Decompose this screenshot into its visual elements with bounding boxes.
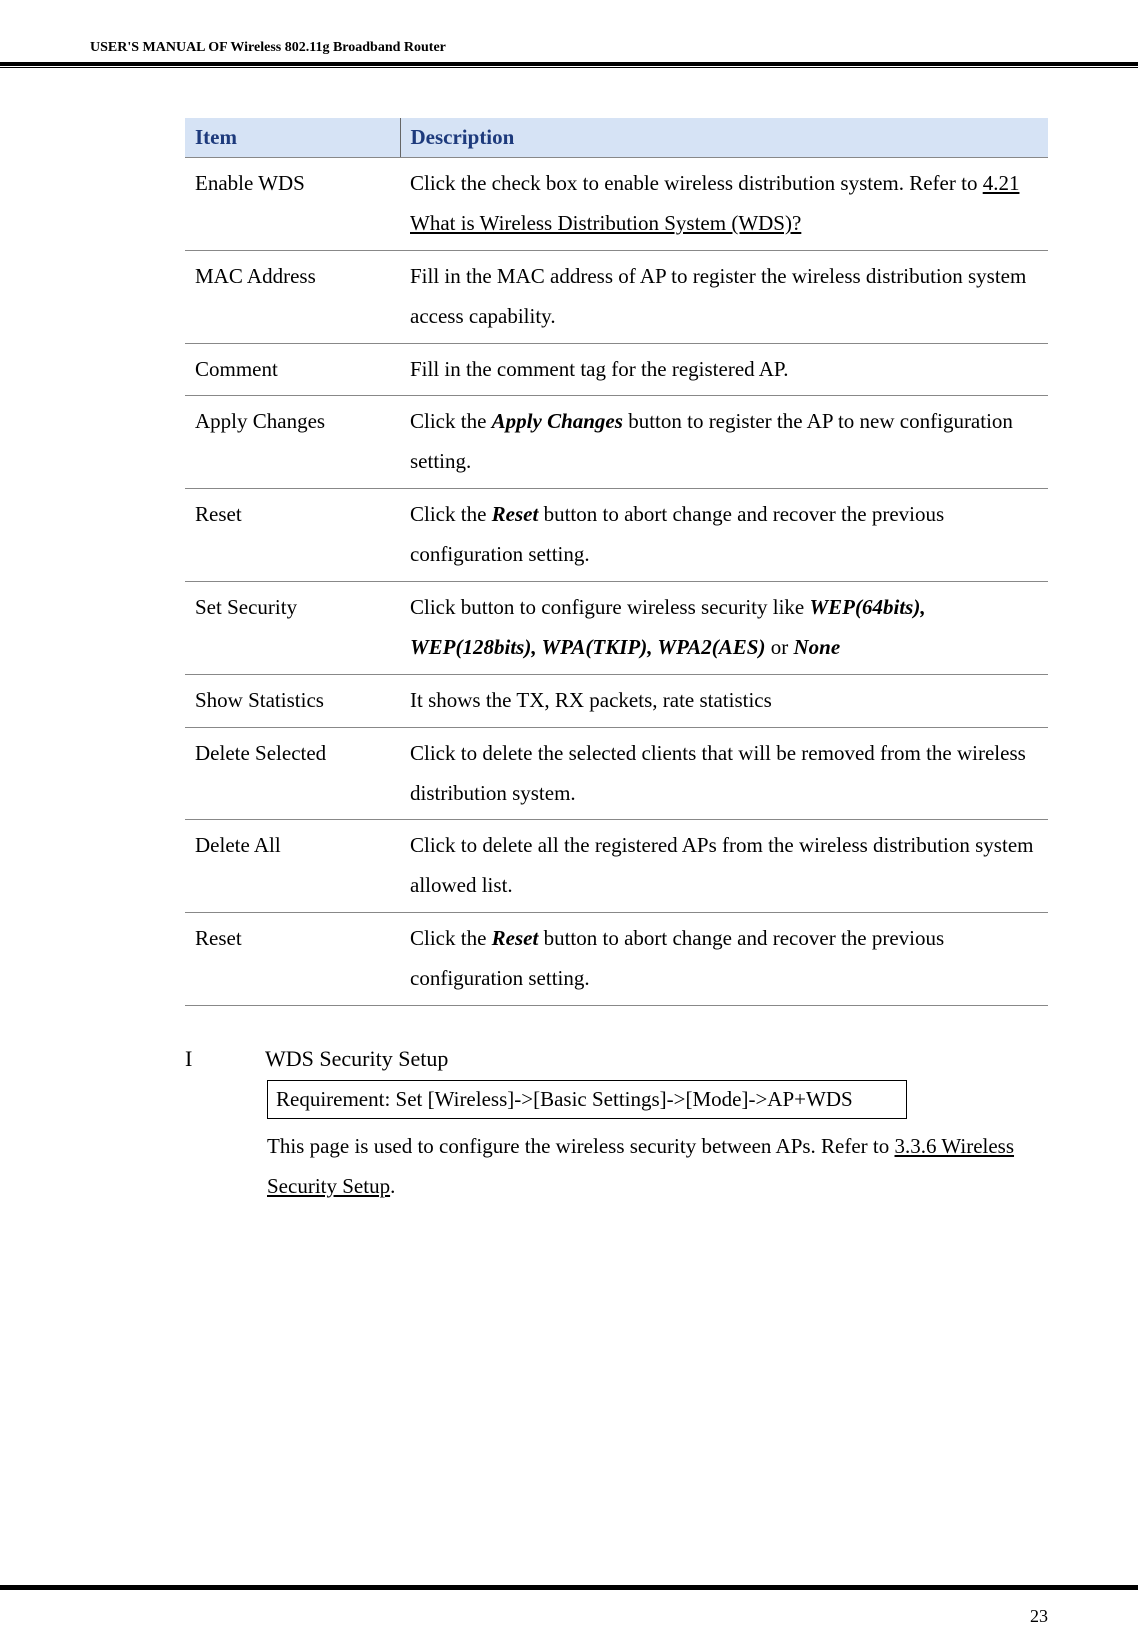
desc-cell: Click button to configure wireless secur…	[400, 582, 1048, 674]
th-item: Item	[185, 118, 400, 158]
subsection: I WDS Security Setup Requirement: Set [W…	[185, 1046, 1048, 1207]
th-description: Description	[400, 118, 1048, 158]
desc-cell: Click the Reset button to abort change a…	[400, 913, 1048, 1005]
desc-cell: It shows the TX, RX packets, rate statis…	[400, 675, 1048, 727]
desc-text: Click button to configure wireless secur…	[410, 595, 810, 619]
section-body: This page is used to configure the wirel…	[267, 1127, 1048, 1207]
desc-emphasis: Reset	[492, 926, 539, 950]
requirement-box: Requirement: Set [Wireless]->[Basic Sett…	[267, 1080, 907, 1119]
section-marker: I	[185, 1046, 210, 1072]
desc-emphasis: Reset	[492, 502, 539, 526]
desc-text: Click the check box to enable wireless d…	[410, 171, 983, 195]
body-text: This page is used to configure the wirel…	[267, 1134, 895, 1158]
page-number: 23	[1030, 1606, 1048, 1627]
section-heading: I WDS Security Setup	[185, 1046, 1048, 1072]
item-cell: Set Security	[185, 582, 400, 634]
item-cell: Reset	[185, 489, 400, 541]
table-row: Comment Fill in the comment tag for the …	[185, 343, 1048, 396]
table-row: Show Statistics It shows the TX, RX pack…	[185, 674, 1048, 727]
desc-cell: Click the Reset button to abort change a…	[400, 489, 1048, 581]
settings-table: Item Description Enable WDS Click the ch…	[185, 118, 1048, 1006]
item-cell: Comment	[185, 344, 400, 396]
body-text: .	[390, 1174, 395, 1198]
table-row: Delete All Click to delete all the regis…	[185, 820, 1048, 913]
table-row: Apply Changes Click the Apply Changes bu…	[185, 396, 1048, 489]
desc-cell: Click the Apply Changes button to regist…	[400, 396, 1048, 488]
desc-text: Click the	[410, 502, 492, 526]
table-row: Enable WDS Click the check box to enable…	[185, 158, 1048, 251]
desc-cell: Click to delete all the registered APs f…	[400, 820, 1048, 912]
desc-emphasis: None	[793, 635, 840, 659]
item-cell: Apply Changes	[185, 396, 400, 448]
item-cell: MAC Address	[185, 251, 400, 303]
item-cell: Delete All	[185, 820, 400, 872]
item-cell: Show Statistics	[185, 675, 400, 727]
desc-cell: Click the check box to enable wireless d…	[400, 158, 1048, 250]
table-row: Reset Click the Reset button to abort ch…	[185, 913, 1048, 1006]
desc-text: Click the	[410, 409, 492, 433]
desc-text: or	[765, 635, 793, 659]
section-title: WDS Security Setup	[265, 1046, 448, 1072]
desc-cell: Click to delete the selected clients tha…	[400, 728, 1048, 820]
item-cell: Reset	[185, 913, 400, 965]
desc-emphasis: Apply Changes	[492, 409, 623, 433]
table-row: Delete Selected Click to delete the sele…	[185, 727, 1048, 820]
table-row: MAC Address Fill in the MAC address of A…	[185, 250, 1048, 343]
desc-cell: Fill in the comment tag for the register…	[400, 344, 1048, 396]
footer-rule	[0, 1585, 1138, 1592]
content-area: Item Description Enable WDS Click the ch…	[0, 68, 1138, 1207]
page-header: USER'S MANUAL OF Wireless 802.11g Broadb…	[0, 0, 1138, 66]
item-cell: Delete Selected	[185, 728, 400, 780]
table-row: Reset Click the Reset button to abort ch…	[185, 489, 1048, 582]
header-title: USER'S MANUAL OF Wireless 802.11g Broadb…	[90, 40, 446, 55]
table-row: Set Security Click button to configure w…	[185, 582, 1048, 675]
desc-text: Click the	[410, 926, 492, 950]
desc-cell: Fill in the MAC address of AP to registe…	[400, 251, 1048, 343]
item-cell: Enable WDS	[185, 158, 400, 210]
